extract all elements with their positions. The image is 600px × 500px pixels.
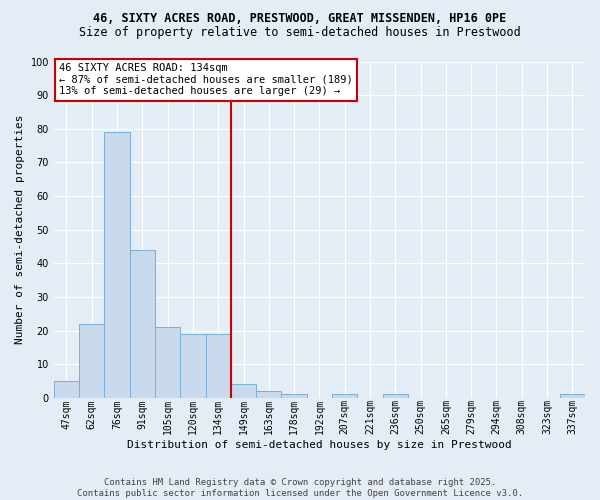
- Bar: [332, 394, 358, 398]
- X-axis label: Distribution of semi-detached houses by size in Prestwood: Distribution of semi-detached houses by …: [127, 440, 512, 450]
- Bar: [206, 334, 231, 398]
- Bar: [155, 327, 180, 398]
- Text: 46, SIXTY ACRES ROAD, PRESTWOOD, GREAT MISSENDEN, HP16 0PE: 46, SIXTY ACRES ROAD, PRESTWOOD, GREAT M…: [94, 12, 506, 26]
- Text: 46 SIXTY ACRES ROAD: 134sqm
← 87% of semi-detached houses are smaller (189)
13% : 46 SIXTY ACRES ROAD: 134sqm ← 87% of sem…: [59, 63, 353, 96]
- Bar: [104, 132, 130, 398]
- Bar: [231, 384, 256, 398]
- Bar: [281, 394, 307, 398]
- Text: Contains HM Land Registry data © Crown copyright and database right 2025.
Contai: Contains HM Land Registry data © Crown c…: [77, 478, 523, 498]
- Bar: [256, 391, 281, 398]
- Y-axis label: Number of semi-detached properties: Number of semi-detached properties: [15, 115, 25, 344]
- Bar: [560, 394, 585, 398]
- Bar: [54, 381, 79, 398]
- Text: Size of property relative to semi-detached houses in Prestwood: Size of property relative to semi-detach…: [79, 26, 521, 39]
- Bar: [383, 394, 408, 398]
- Bar: [79, 324, 104, 398]
- Bar: [180, 334, 206, 398]
- Bar: [130, 250, 155, 398]
